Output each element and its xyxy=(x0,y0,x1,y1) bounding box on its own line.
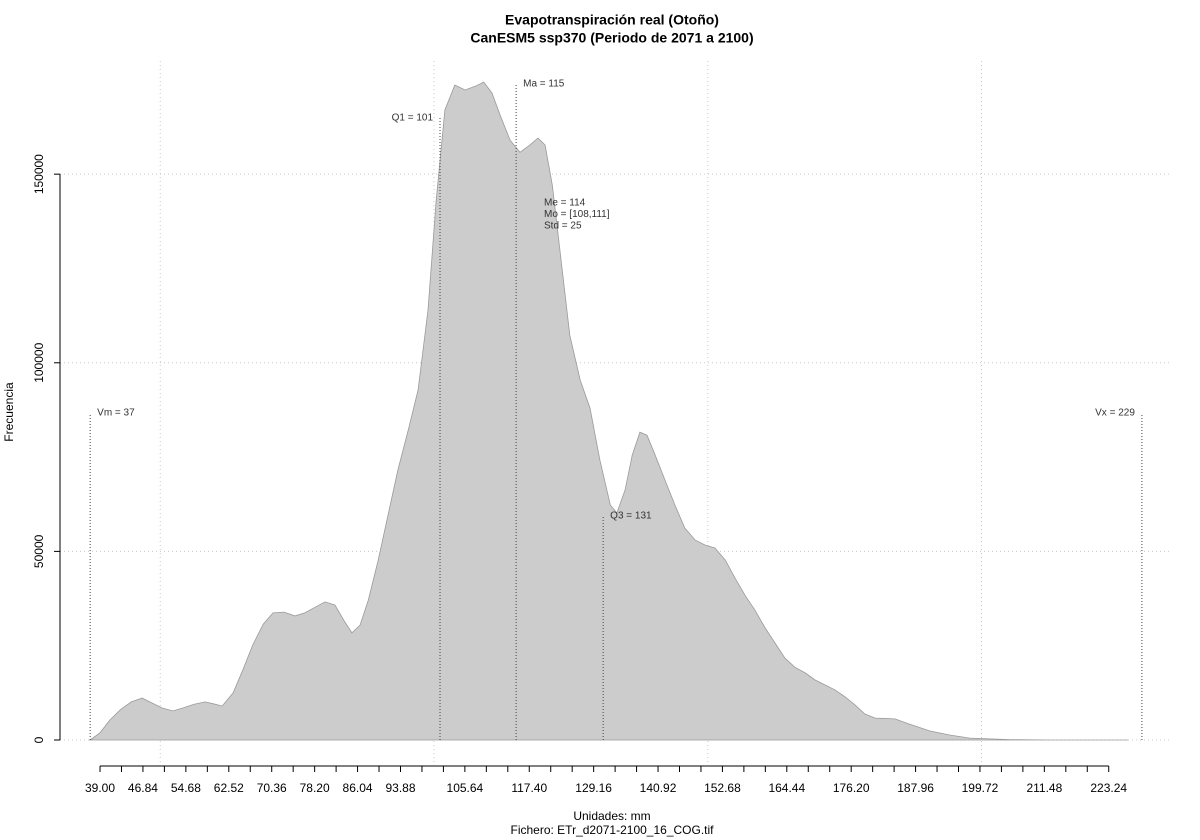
x-tick-label: 211.48 xyxy=(1026,781,1062,795)
x-tick-label: 140.92 xyxy=(640,781,677,795)
y-tick-label: 0 xyxy=(32,736,46,743)
chart-subtitle: CanESM5 ssp370 (Periodo de 2071 a 2100) xyxy=(470,30,753,46)
x-tick-label: 46.84 xyxy=(128,781,158,795)
marker-label: Vx = 229 xyxy=(1095,408,1135,419)
y-tick-label: 50000 xyxy=(32,534,46,568)
density-area xyxy=(88,81,1129,741)
y-axis-label: Frecuencia xyxy=(2,382,16,442)
x-tick-label: 86.04 xyxy=(343,781,373,795)
marker-label: Vm = 37 xyxy=(97,408,135,419)
x-tick-label: 152.68 xyxy=(704,781,741,795)
x-tick-label: 78.20 xyxy=(300,781,330,795)
x-tick-label: 187.96 xyxy=(897,781,934,795)
x-tick-label: 176.20 xyxy=(833,781,870,795)
x-tick-label: 62.52 xyxy=(214,781,244,795)
y-tick-label: 150000 xyxy=(32,154,46,194)
x-tick-label: 105.64 xyxy=(447,781,484,795)
marker-label: Ma = 115 xyxy=(523,79,565,90)
x-tick-label: 93.88 xyxy=(385,781,415,795)
x-tick-label: 70.36 xyxy=(257,781,287,795)
caption: Fichero: ETr_d2071-2100_16_COG.tif xyxy=(511,823,715,837)
y-tick-label: 100000 xyxy=(32,342,46,382)
x-tick-label: 199.72 xyxy=(962,781,999,795)
marker-label: Q3 = 131 xyxy=(610,511,652,522)
stat-label: Mo = [108,111] xyxy=(544,209,610,220)
marker-label: Q1 = 101 xyxy=(392,113,434,124)
x-tick-label: 164.44 xyxy=(768,781,805,795)
chart-title: Evapotranspiración real (Otoño) xyxy=(505,12,719,28)
x-axis-label: Unidades: mm xyxy=(573,809,650,823)
x-tick-label: 129.16 xyxy=(575,781,612,795)
stat-label: Std = 25 xyxy=(544,221,582,232)
x-tick-label: 117.40 xyxy=(511,781,547,795)
x-tick-label: 223.24 xyxy=(1090,781,1127,795)
x-tick-label: 54.68 xyxy=(171,781,201,795)
x-tick-label: 39.00 xyxy=(85,781,115,795)
stat-label: Me = 114 xyxy=(544,198,586,209)
